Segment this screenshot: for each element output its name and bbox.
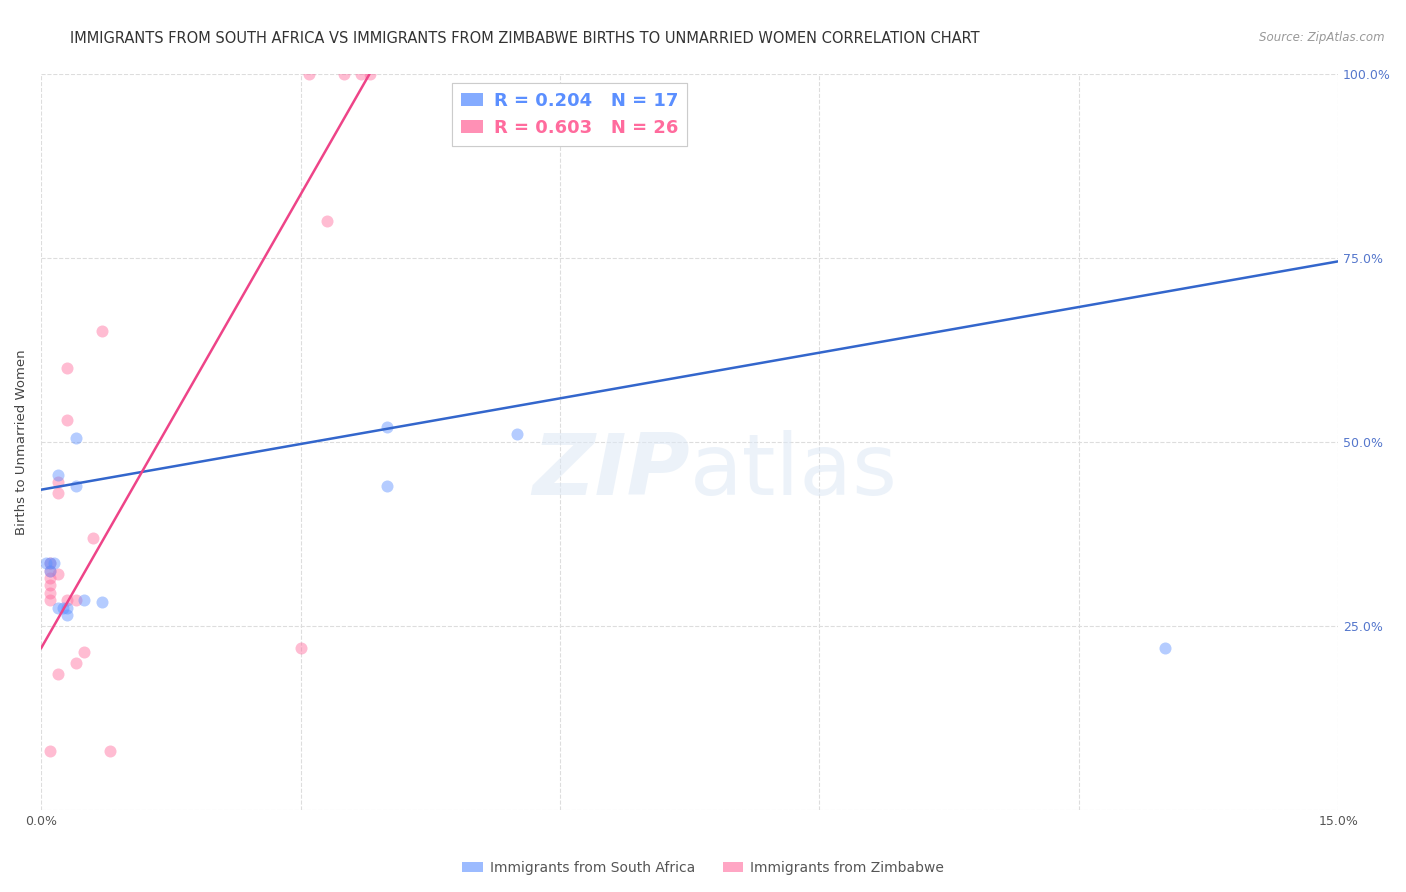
Point <box>290 640 312 655</box>
Point <box>48 600 70 615</box>
Point <box>52 600 75 615</box>
Y-axis label: Births to Unmarried Women: Births to Unmarried Women <box>15 349 28 534</box>
Point <box>82 531 104 545</box>
Point <box>65 656 87 670</box>
Point <box>56 607 79 622</box>
Point <box>48 486 70 500</box>
Point <box>56 600 79 615</box>
Text: ZIP: ZIP <box>531 430 690 513</box>
Point <box>73 593 96 607</box>
Point <box>100 744 122 758</box>
Text: atlas: atlas <box>690 430 897 513</box>
Text: IMMIGRANTS FROM SOUTH AFRICA VS IMMIGRANTS FROM ZIMBABWE BIRTHS TO UNMARRIED WOM: IMMIGRANTS FROM SOUTH AFRICA VS IMMIGRAN… <box>70 31 980 46</box>
Point <box>56 361 79 376</box>
Point <box>1154 640 1177 655</box>
Point <box>350 66 373 80</box>
Point <box>38 557 60 571</box>
Point <box>90 594 112 608</box>
Point <box>38 593 60 607</box>
Point <box>65 479 87 493</box>
Point <box>38 564 60 578</box>
Legend: R = 0.204   N = 17, R = 0.603   N = 26: R = 0.204 N = 17, R = 0.603 N = 26 <box>453 83 688 145</box>
Point <box>73 645 96 659</box>
Legend: Immigrants from South Africa, Immigrants from Zimbabwe: Immigrants from South Africa, Immigrants… <box>456 855 950 880</box>
Point <box>56 413 79 427</box>
Point <box>375 420 398 434</box>
Point <box>65 431 87 445</box>
Point <box>34 557 56 571</box>
Point <box>48 475 70 490</box>
Point <box>56 593 79 607</box>
Point <box>375 479 398 493</box>
Point <box>506 427 529 442</box>
Point <box>48 567 70 582</box>
Point <box>65 593 87 607</box>
Point <box>333 66 356 80</box>
Point <box>38 557 60 571</box>
Point <box>38 564 60 578</box>
Point <box>90 324 112 338</box>
Point <box>315 214 337 228</box>
Point <box>38 744 60 758</box>
Text: Source: ZipAtlas.com: Source: ZipAtlas.com <box>1260 31 1385 45</box>
Point <box>44 557 66 571</box>
Point <box>298 66 321 80</box>
Point <box>48 666 70 681</box>
Point <box>359 66 381 80</box>
Point <box>38 586 60 600</box>
Point <box>38 578 60 592</box>
Point <box>48 467 70 482</box>
Point <box>38 571 60 585</box>
